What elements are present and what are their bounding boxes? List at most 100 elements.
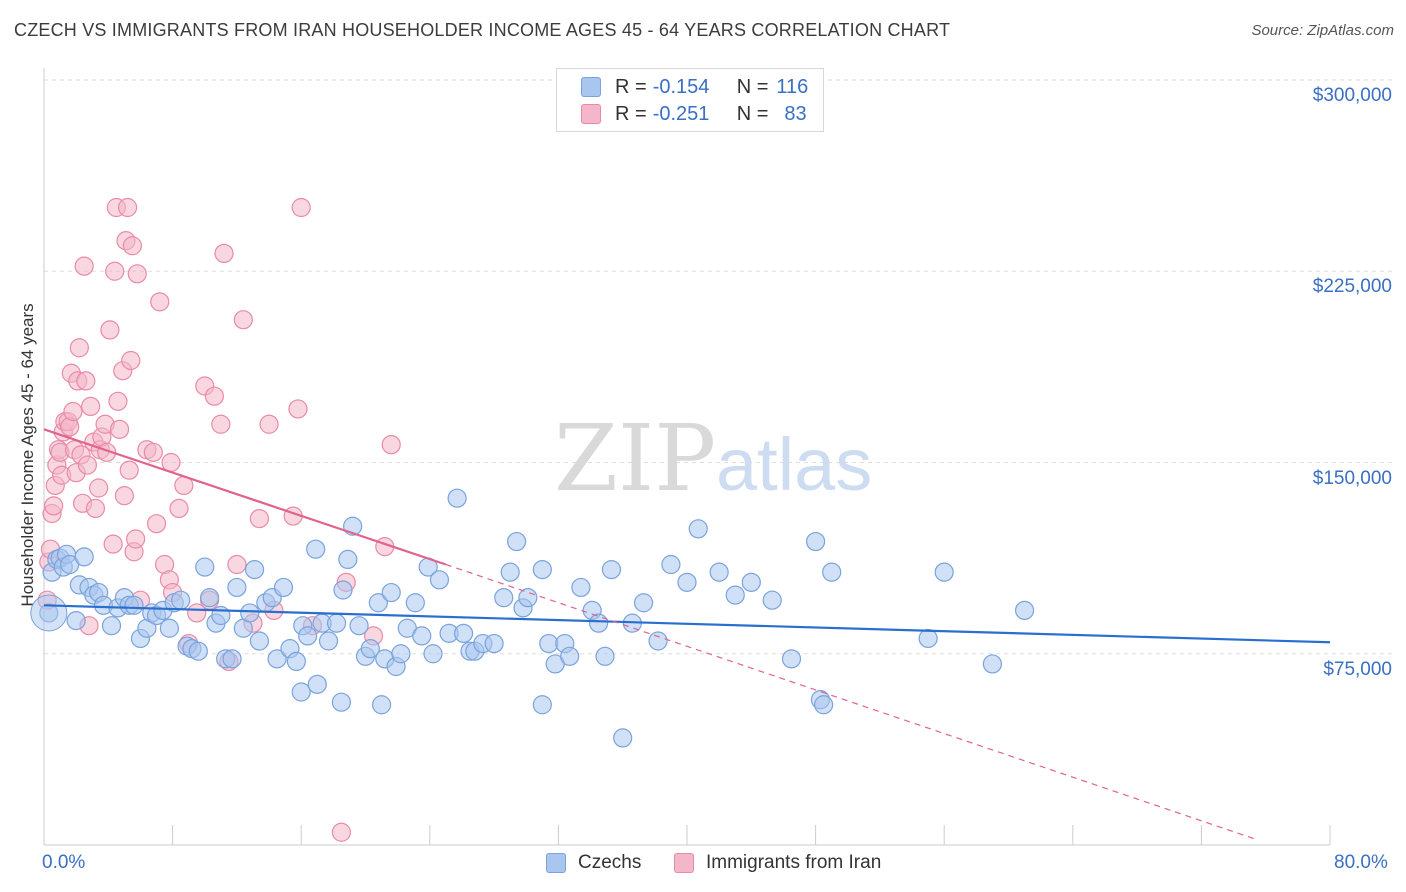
czech-point [507, 531, 527, 552]
czech-point [171, 590, 191, 610]
x-tick-min: 0.0% [42, 852, 86, 873]
czech-point [429, 570, 450, 590]
czech-point [532, 695, 552, 715]
iran-point [114, 486, 134, 506]
czech-point [318, 631, 339, 651]
czech-point [159, 618, 179, 638]
czech-point [307, 674, 327, 694]
czech-point [273, 577, 294, 598]
iran-point [211, 414, 231, 434]
trend-lines [43, 428, 1331, 841]
legend-swatch-pink [581, 104, 601, 124]
legend-swatch-blue [581, 77, 601, 97]
y-tick-label: $225,000 [1312, 276, 1392, 298]
bottom-legend-czechs: Czechs [546, 852, 641, 874]
czech-point [124, 595, 144, 615]
iran-point [214, 243, 234, 263]
czech-point [249, 631, 270, 651]
czech-point [291, 682, 311, 702]
legend-r-label: R = [615, 102, 647, 125]
czech-points [30, 488, 1035, 748]
iran-point [150, 292, 170, 312]
czech-point [66, 610, 86, 631]
iran-point [146, 514, 167, 534]
iran-point [76, 371, 96, 391]
watermark: ZIP atlas [554, 405, 872, 512]
czech-point [918, 628, 938, 649]
czech-point [227, 577, 247, 598]
y-tick-label: $75,000 [1323, 658, 1392, 680]
legend-r-value: -0.154 [652, 75, 710, 98]
iran-point [117, 197, 138, 218]
iran-point [85, 498, 106, 518]
czech-point [571, 577, 591, 598]
iran-point [291, 197, 311, 218]
iran-point [249, 508, 270, 529]
czech-point [613, 728, 633, 748]
iran-trend-extension [445, 563, 1258, 841]
stats-legend: R = -0.154 N = 116 R = -0.251 N = 83 [556, 68, 824, 132]
iran-point [44, 496, 64, 516]
iran-point [204, 386, 224, 406]
czech-point [601, 559, 622, 580]
czech-point [1014, 600, 1035, 621]
iran-point [187, 603, 207, 623]
czech-point [595, 646, 615, 666]
iran-point [119, 460, 139, 480]
czech-point [539, 633, 559, 654]
iran-point [169, 498, 189, 518]
bottom-legend-label: Immigrants from Iran [706, 852, 882, 873]
source-label: Source: ZipAtlas.com [1251, 22, 1394, 39]
iran-point [126, 529, 146, 549]
czech-point [484, 633, 504, 654]
czech-point [74, 547, 94, 567]
bottom-legend-iran: Immigrants from Iran [674, 852, 881, 874]
czech-point [982, 654, 1003, 674]
iran-point [233, 310, 253, 330]
iran-point [121, 350, 141, 371]
czech-point [648, 631, 668, 651]
iran-point [77, 455, 98, 475]
legend-n-value: 83 [784, 102, 807, 125]
czech-point [195, 557, 215, 577]
y-tick-label: $300,000 [1312, 85, 1392, 106]
czech-point [349, 616, 369, 636]
czech-point [532, 559, 552, 580]
czech-point [762, 590, 782, 610]
czech-point [633, 593, 654, 613]
bottom-swatch-blue [546, 853, 566, 873]
czech-point [333, 580, 353, 600]
czech-point [222, 649, 242, 669]
bottom-legend-label: Czechs [578, 852, 642, 873]
czech-point [240, 603, 260, 623]
czech-point [368, 593, 388, 613]
iran-point [108, 391, 128, 411]
czech-point [822, 562, 842, 582]
czech-point [405, 593, 425, 613]
watermark-zip: ZIP [554, 405, 716, 512]
czech-point [588, 613, 609, 633]
czech-point [371, 695, 392, 715]
iran-point [69, 338, 89, 358]
legend-n-label: N = [736, 75, 769, 98]
axes [43, 68, 1331, 846]
iran-point [63, 401, 83, 422]
watermark-atlas: atlas [716, 423, 872, 506]
iran-point [127, 264, 147, 284]
czech-point [709, 562, 729, 582]
czech-point [447, 488, 467, 508]
czech-point [391, 644, 411, 664]
iran-point [89, 478, 109, 498]
iran-point [227, 554, 247, 575]
czech-point-cluster [30, 594, 68, 632]
czech-point [677, 572, 697, 592]
czech-point [267, 649, 287, 669]
iran-point [143, 442, 163, 462]
czech-point [688, 519, 708, 539]
czech-point [360, 639, 380, 659]
czech-point [725, 585, 745, 605]
iran-point [259, 414, 279, 434]
czech-point [518, 588, 538, 608]
czech-point [661, 554, 681, 575]
